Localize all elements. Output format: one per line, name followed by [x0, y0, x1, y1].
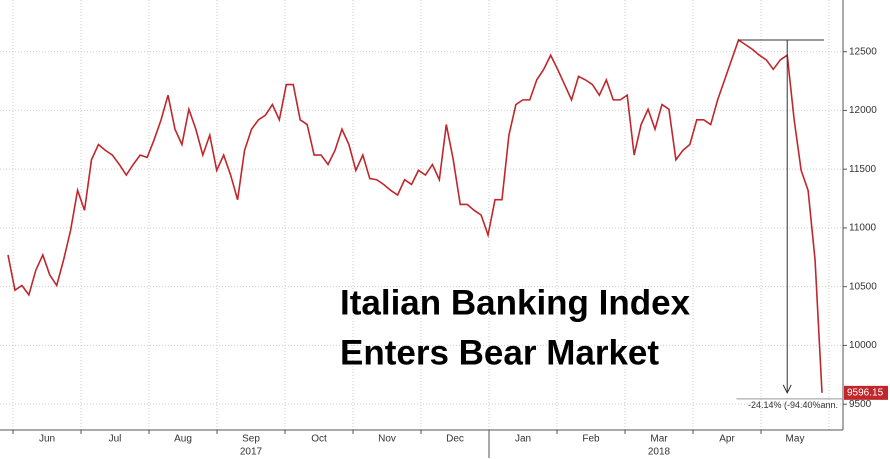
y-tick-label: 10500: [849, 281, 877, 292]
x-tick-label: Nov: [378, 434, 396, 445]
x-tick-label: Feb: [582, 434, 600, 445]
x-tick-label: Mar: [650, 434, 668, 445]
y-tick-label: 11000: [849, 223, 877, 234]
x-tick-label: Oct: [311, 434, 327, 445]
last-value-label: 9596.15: [847, 387, 884, 398]
x-tick-label: Jan: [515, 434, 531, 445]
x-tick-label: Sep: [242, 434, 260, 445]
annotation: Enters Bear Market: [340, 333, 659, 372]
x-tick-label: Jun: [39, 434, 55, 445]
year-label: 2018: [648, 447, 671, 458]
annotation: Italian Banking Index: [340, 283, 691, 322]
y-tick-label: 12500: [849, 46, 877, 57]
x-tick-label: Dec: [446, 434, 464, 445]
last-value-box: [844, 385, 888, 400]
x-tick-label: Aug: [174, 434, 192, 445]
year-label: 2017: [240, 447, 263, 458]
y-tick-label: 12000: [849, 105, 877, 116]
y-tick-label: 11500: [849, 164, 877, 175]
change-label: -24.14% (-94.40%ann.: [748, 400, 838, 410]
x-tick-label: Apr: [719, 434, 735, 445]
y-tick-label: 9500: [849, 399, 872, 410]
y-tick-label: 10000: [849, 340, 877, 351]
x-tick-label: Jul: [109, 434, 122, 445]
x-tick-label: May: [786, 434, 805, 445]
price-line: [7, 38, 823, 393]
arrow-head: [782, 384, 792, 394]
